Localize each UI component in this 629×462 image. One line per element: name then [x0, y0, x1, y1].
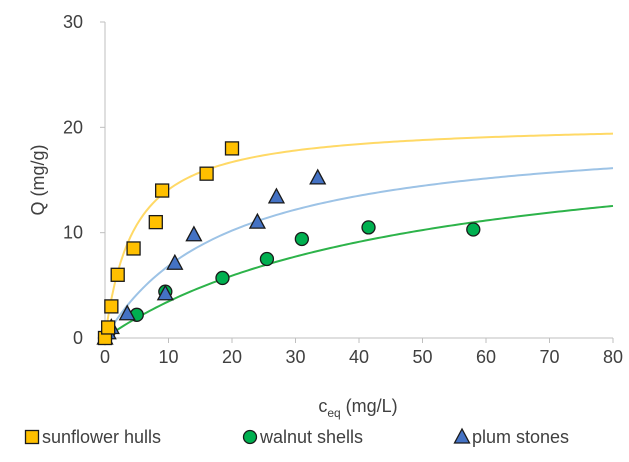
x-tick-label: 70: [539, 347, 559, 367]
x-tick-label: 60: [476, 347, 496, 367]
fit-curve-plum-stones: [104, 167, 614, 339]
legend-label-sunflower-hulls: sunflower hulls: [42, 427, 161, 447]
fit-curves-layer: [104, 132, 614, 339]
fit-curve-sunflower-hulls: [104, 132, 614, 339]
x-tick-label: 0: [100, 347, 110, 367]
data-point-sunflower-hulls: [148, 214, 163, 230]
data-point-walnut-shells: [215, 270, 230, 286]
data-point-sunflower-hulls: [104, 299, 119, 314]
data-point-plum-stones: [248, 212, 266, 229]
data-point-walnut-shells: [259, 251, 275, 267]
labels-layer: Q (mg/g) ceq (mg/L): [28, 144, 398, 420]
data-point-walnut-shells: [294, 231, 310, 247]
legend: sunflower hulls walnut shells plum stones: [24, 427, 569, 447]
data-point-sunflower-hulls: [110, 267, 125, 282]
x-tick-label: 10: [158, 347, 178, 367]
legend-marker-walnut-shells: [242, 429, 258, 445]
x-tick-label: 30: [285, 347, 305, 367]
data-point-plum-stones: [166, 253, 184, 270]
legend-label-plum-stones: plum stones: [472, 427, 569, 447]
data-point-plum-stones: [185, 225, 203, 242]
x-tick-label: 40: [349, 347, 369, 367]
x-axis-title-main: c: [318, 396, 327, 416]
data-point-walnut-shells: [361, 220, 376, 235]
x-tick-label: 80: [603, 347, 623, 367]
legend-marker-plum-stones: [453, 427, 471, 444]
x-axis-title-unit: (mg/L): [341, 396, 398, 416]
legend-marker-sunflower-hulls: [24, 429, 40, 445]
data-point-plum-stones: [156, 284, 174, 301]
fit-curve-walnut-shells: [104, 204, 614, 339]
data-point-sunflower-hulls: [101, 320, 116, 335]
data-point-sunflower-hulls: [199, 166, 214, 181]
axes-layer: 0 10 20 30 0 10 20 30 40 50 60 70 80: [63, 12, 623, 367]
data-point-plum-stones: [309, 168, 327, 185]
data-point-plum-stones: [267, 187, 286, 204]
y-axis-title: Q (mg/g): [28, 144, 48, 215]
y-tick-label: 10: [63, 223, 83, 243]
y-tick-label: 0: [73, 328, 83, 348]
legend-label-walnut-shells: walnut shells: [259, 427, 363, 447]
x-tick-label: 50: [412, 347, 432, 367]
data-point-plum-stones: [118, 304, 136, 321]
y-tick-label: 30: [63, 12, 83, 32]
x-tick-label: 20: [222, 347, 242, 367]
data-point-sunflower-hulls: [224, 141, 240, 156]
data-point-walnut-shells: [466, 222, 481, 237]
data-markers-layer: [96, 141, 481, 346]
data-point-sunflower-hulls: [126, 241, 141, 256]
x-axis-title: ceq (mg/L): [318, 396, 397, 420]
data-point-sunflower-hulls: [154, 183, 170, 198]
x-axis-title-subscript: eq: [327, 406, 340, 420]
y-tick-label: 20: [63, 117, 83, 137]
